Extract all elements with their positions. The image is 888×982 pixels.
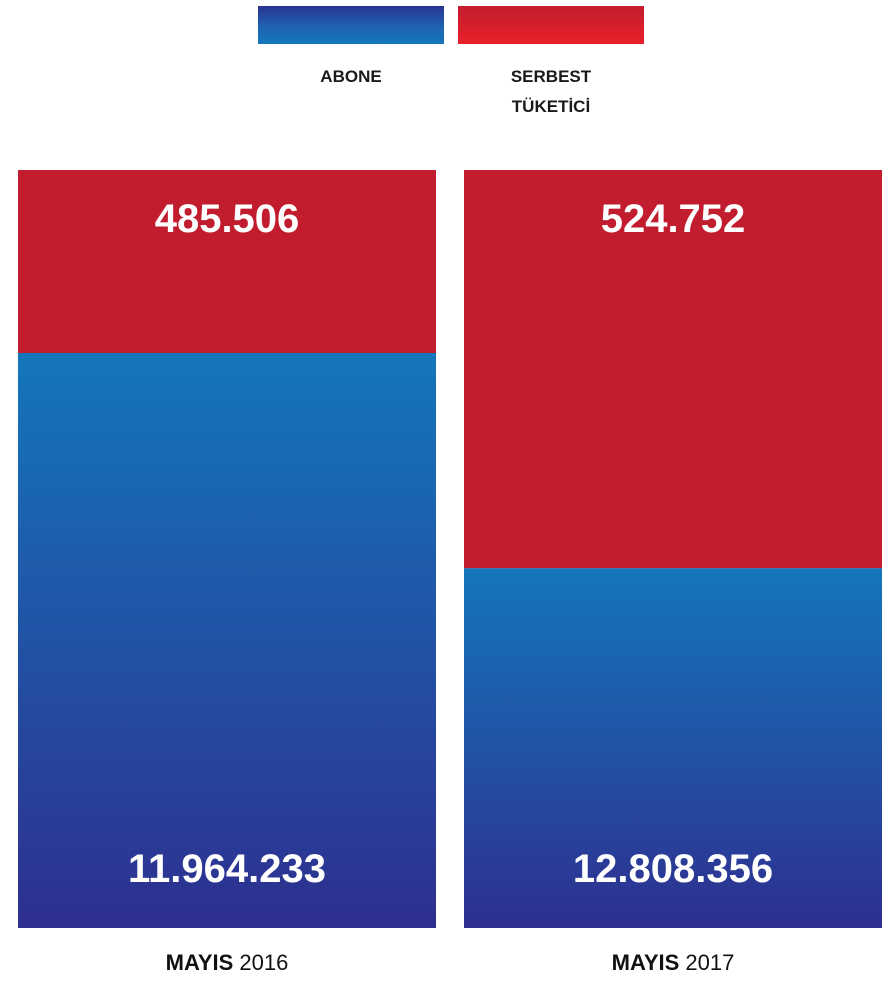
category-label-2016: MAYIS 2016 [18, 950, 436, 976]
category-label-2017: MAYIS 2017 [464, 950, 882, 976]
category-label-2016-year: 2016 [239, 950, 289, 975]
bar-abone-2017 [464, 568, 882, 928]
value-label-abone-2017: 12.808.356 [573, 847, 773, 891]
category-label-2016-month: MAYIS [165, 950, 234, 975]
legend-swatch-serbest [458, 6, 644, 44]
legend-label-abone: ABONE [258, 62, 444, 92]
legend-swatch-abone [258, 6, 444, 44]
legend-label-serbest: SERBEST TÜKETİCİ [458, 62, 644, 122]
bar-serbest-2016 [18, 170, 436, 353]
category-label-2017-year: 2017 [685, 950, 735, 975]
bar-serbest-2017 [464, 170, 882, 569]
category-label-2017-month: MAYIS [611, 950, 680, 975]
value-label-serbest-2017: 524.752 [601, 197, 746, 241]
value-label-serbest-2016: 485.506 [155, 197, 300, 241]
legend-label-serbest-line1: SERBEST [510, 67, 592, 86]
bar-abone-2016 [18, 353, 436, 928]
legend-label-abone-text: ABONE [320, 67, 382, 86]
legend-label-serbest-line2: TÜKETİCİ [511, 97, 591, 116]
value-label-abone-2016: 11.964.233 [128, 847, 326, 891]
